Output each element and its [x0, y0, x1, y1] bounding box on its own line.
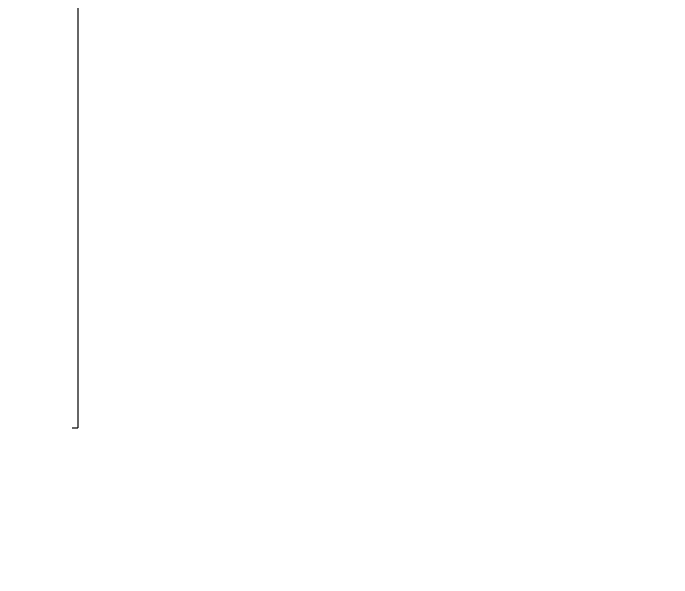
- plot-area: [78, 8, 673, 428]
- km-figure: [0, 0, 685, 591]
